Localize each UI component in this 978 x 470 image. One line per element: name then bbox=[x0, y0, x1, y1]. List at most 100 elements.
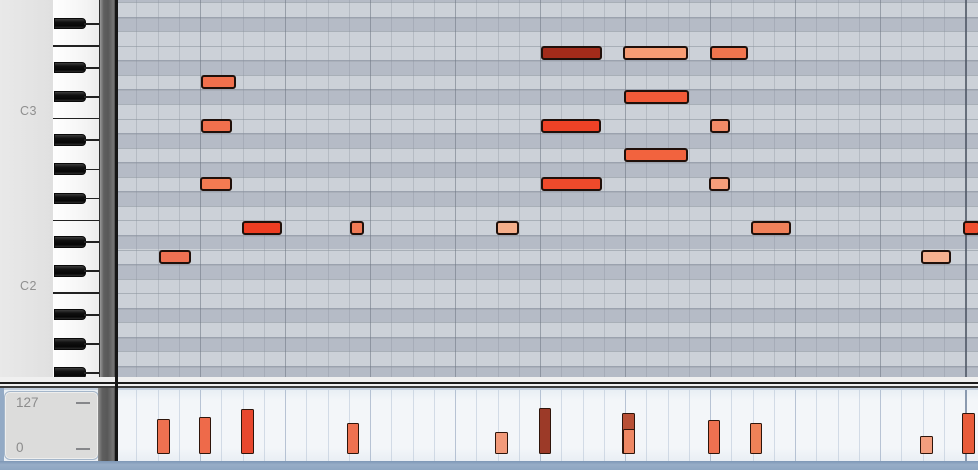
midi-note-b2[interactable] bbox=[541, 118, 601, 133]
grid-row-gsharp2 bbox=[117, 162, 978, 177]
midi-note-d2[interactable] bbox=[159, 249, 191, 264]
grid-line-vertical bbox=[263, 0, 265, 377]
grid-line-vertical bbox=[497, 0, 499, 377]
midi-note-d3[interactable] bbox=[201, 75, 236, 90]
black-key-fsharp2[interactable] bbox=[54, 192, 86, 204]
velocity-bar[interactable] bbox=[623, 428, 635, 454]
velocity-grid-line bbox=[773, 390, 775, 461]
black-key-csharp3[interactable] bbox=[54, 90, 86, 103]
black-key-asharp1[interactable] bbox=[54, 308, 86, 321]
midi-note-g2[interactable] bbox=[541, 176, 602, 192]
velocity-bar[interactable] bbox=[539, 408, 551, 454]
velocity-grid-line bbox=[285, 390, 286, 461]
midi-note-g2[interactable] bbox=[200, 176, 232, 192]
velocity-min-label: 0 bbox=[16, 440, 24, 455]
grid-row-c3 bbox=[117, 104, 978, 119]
white-key-separator bbox=[53, 44, 100, 47]
black-key-gsharp2[interactable] bbox=[54, 163, 86, 175]
midi-note-a2[interactable] bbox=[624, 147, 688, 163]
grid-line-vertical bbox=[603, 0, 605, 377]
white-key-separator bbox=[53, 117, 100, 120]
black-key-csharp2[interactable] bbox=[54, 265, 86, 277]
white-key-separator bbox=[53, 292, 100, 295]
midi-note-e2[interactable] bbox=[242, 220, 282, 235]
divider-line bbox=[0, 385, 978, 388]
grid-line-vertical bbox=[688, 0, 690, 377]
grid-line-vertical bbox=[476, 0, 478, 377]
black-key-asharp2[interactable] bbox=[54, 134, 86, 146]
velocity-bar[interactable] bbox=[347, 423, 359, 454]
velocity-grid-line bbox=[497, 390, 499, 461]
black-key-dsharp2[interactable] bbox=[54, 236, 86, 248]
velocity-grid-line bbox=[880, 390, 881, 461]
velocity-grid-line bbox=[455, 390, 456, 461]
black-key-dsharp3[interactable] bbox=[54, 61, 86, 74]
velocity-grid-line bbox=[858, 390, 860, 461]
grid-line-vertical bbox=[518, 0, 520, 377]
midi-note-g2[interactable] bbox=[709, 176, 730, 192]
velocity-grid-line bbox=[603, 390, 605, 461]
velocity-grid-line bbox=[433, 390, 435, 461]
velocity-bar[interactable] bbox=[750, 423, 762, 454]
black-key-fsharp1[interactable] bbox=[54, 367, 86, 377]
midi-note-e2[interactable] bbox=[350, 220, 364, 235]
grid-line-vertical bbox=[880, 0, 881, 377]
midi-note-d2[interactable] bbox=[921, 249, 951, 264]
grid-row-fsharp1 bbox=[117, 365, 978, 377]
pane-resize-divider[interactable] bbox=[0, 377, 978, 388]
velocity-bar[interactable] bbox=[157, 419, 170, 454]
white-key-separator bbox=[84, 241, 100, 244]
grid-line-vertical bbox=[327, 0, 329, 377]
octave-label-c3: C3 bbox=[20, 104, 37, 118]
velocity-bar[interactable] bbox=[920, 435, 933, 454]
piano-keyboard[interactable] bbox=[53, 0, 100, 377]
midi-note-b2[interactable] bbox=[201, 118, 232, 133]
midi-note-e3[interactable] bbox=[710, 45, 748, 61]
velocity-bar[interactable] bbox=[962, 413, 975, 454]
velocity-grid-line bbox=[327, 390, 329, 461]
grid-line-vertical bbox=[816, 0, 818, 377]
keyboard-shadow-strip bbox=[98, 388, 115, 461]
velocity-bar[interactable] bbox=[708, 420, 720, 454]
velocity-max-label: 127 bbox=[16, 395, 39, 410]
grid-line-vertical bbox=[391, 0, 393, 377]
octave-label-c2: C2 bbox=[20, 278, 37, 293]
velocity-grid[interactable] bbox=[118, 388, 978, 461]
grid-line-vertical bbox=[157, 0, 159, 377]
frame-edge-bottom bbox=[0, 460, 978, 470]
velocity-scale-box: 127 0 bbox=[4, 391, 99, 460]
black-key-gsharp1[interactable] bbox=[54, 338, 86, 350]
grid-row-a1 bbox=[117, 322, 978, 337]
velocity-grid-line bbox=[582, 390, 584, 461]
midi-note-csharp3[interactable] bbox=[624, 89, 689, 104]
octave-label-gutter: C3 C2 bbox=[0, 0, 53, 377]
velocity-grid-line bbox=[688, 390, 690, 461]
velocity-grid-line bbox=[476, 390, 478, 461]
grid-barline bbox=[965, 0, 967, 377]
velocity-bar[interactable] bbox=[495, 432, 508, 454]
grid-row-gsharp1 bbox=[117, 336, 978, 352]
midi-note-e2[interactable] bbox=[963, 220, 978, 235]
midi-note-e3[interactable] bbox=[541, 45, 602, 61]
grid-row-b1 bbox=[117, 293, 978, 308]
black-key-fsharp3[interactable] bbox=[54, 17, 86, 30]
grid-line-vertical bbox=[285, 0, 286, 377]
midi-note-e2[interactable] bbox=[496, 220, 519, 235]
white-key-separator bbox=[84, 270, 100, 273]
velocity-bar[interactable] bbox=[241, 409, 254, 454]
midi-note-b2[interactable] bbox=[710, 118, 730, 133]
grid-line-vertical bbox=[348, 0, 350, 377]
playhead[interactable] bbox=[114, 0, 118, 461]
velocity-grid-line bbox=[518, 390, 520, 461]
velocity-grid-line bbox=[263, 390, 265, 461]
velocity-bar[interactable] bbox=[199, 417, 211, 454]
note-grid[interactable] bbox=[117, 0, 978, 377]
velocity-grid-line bbox=[136, 390, 138, 461]
midi-note-e3[interactable] bbox=[623, 45, 688, 61]
midi-note-e2[interactable] bbox=[751, 220, 791, 235]
velocity-grid-line bbox=[412, 390, 414, 461]
white-key-separator bbox=[84, 139, 100, 142]
grid-line-vertical bbox=[370, 0, 371, 377]
velocity-grid-line bbox=[667, 390, 669, 461]
